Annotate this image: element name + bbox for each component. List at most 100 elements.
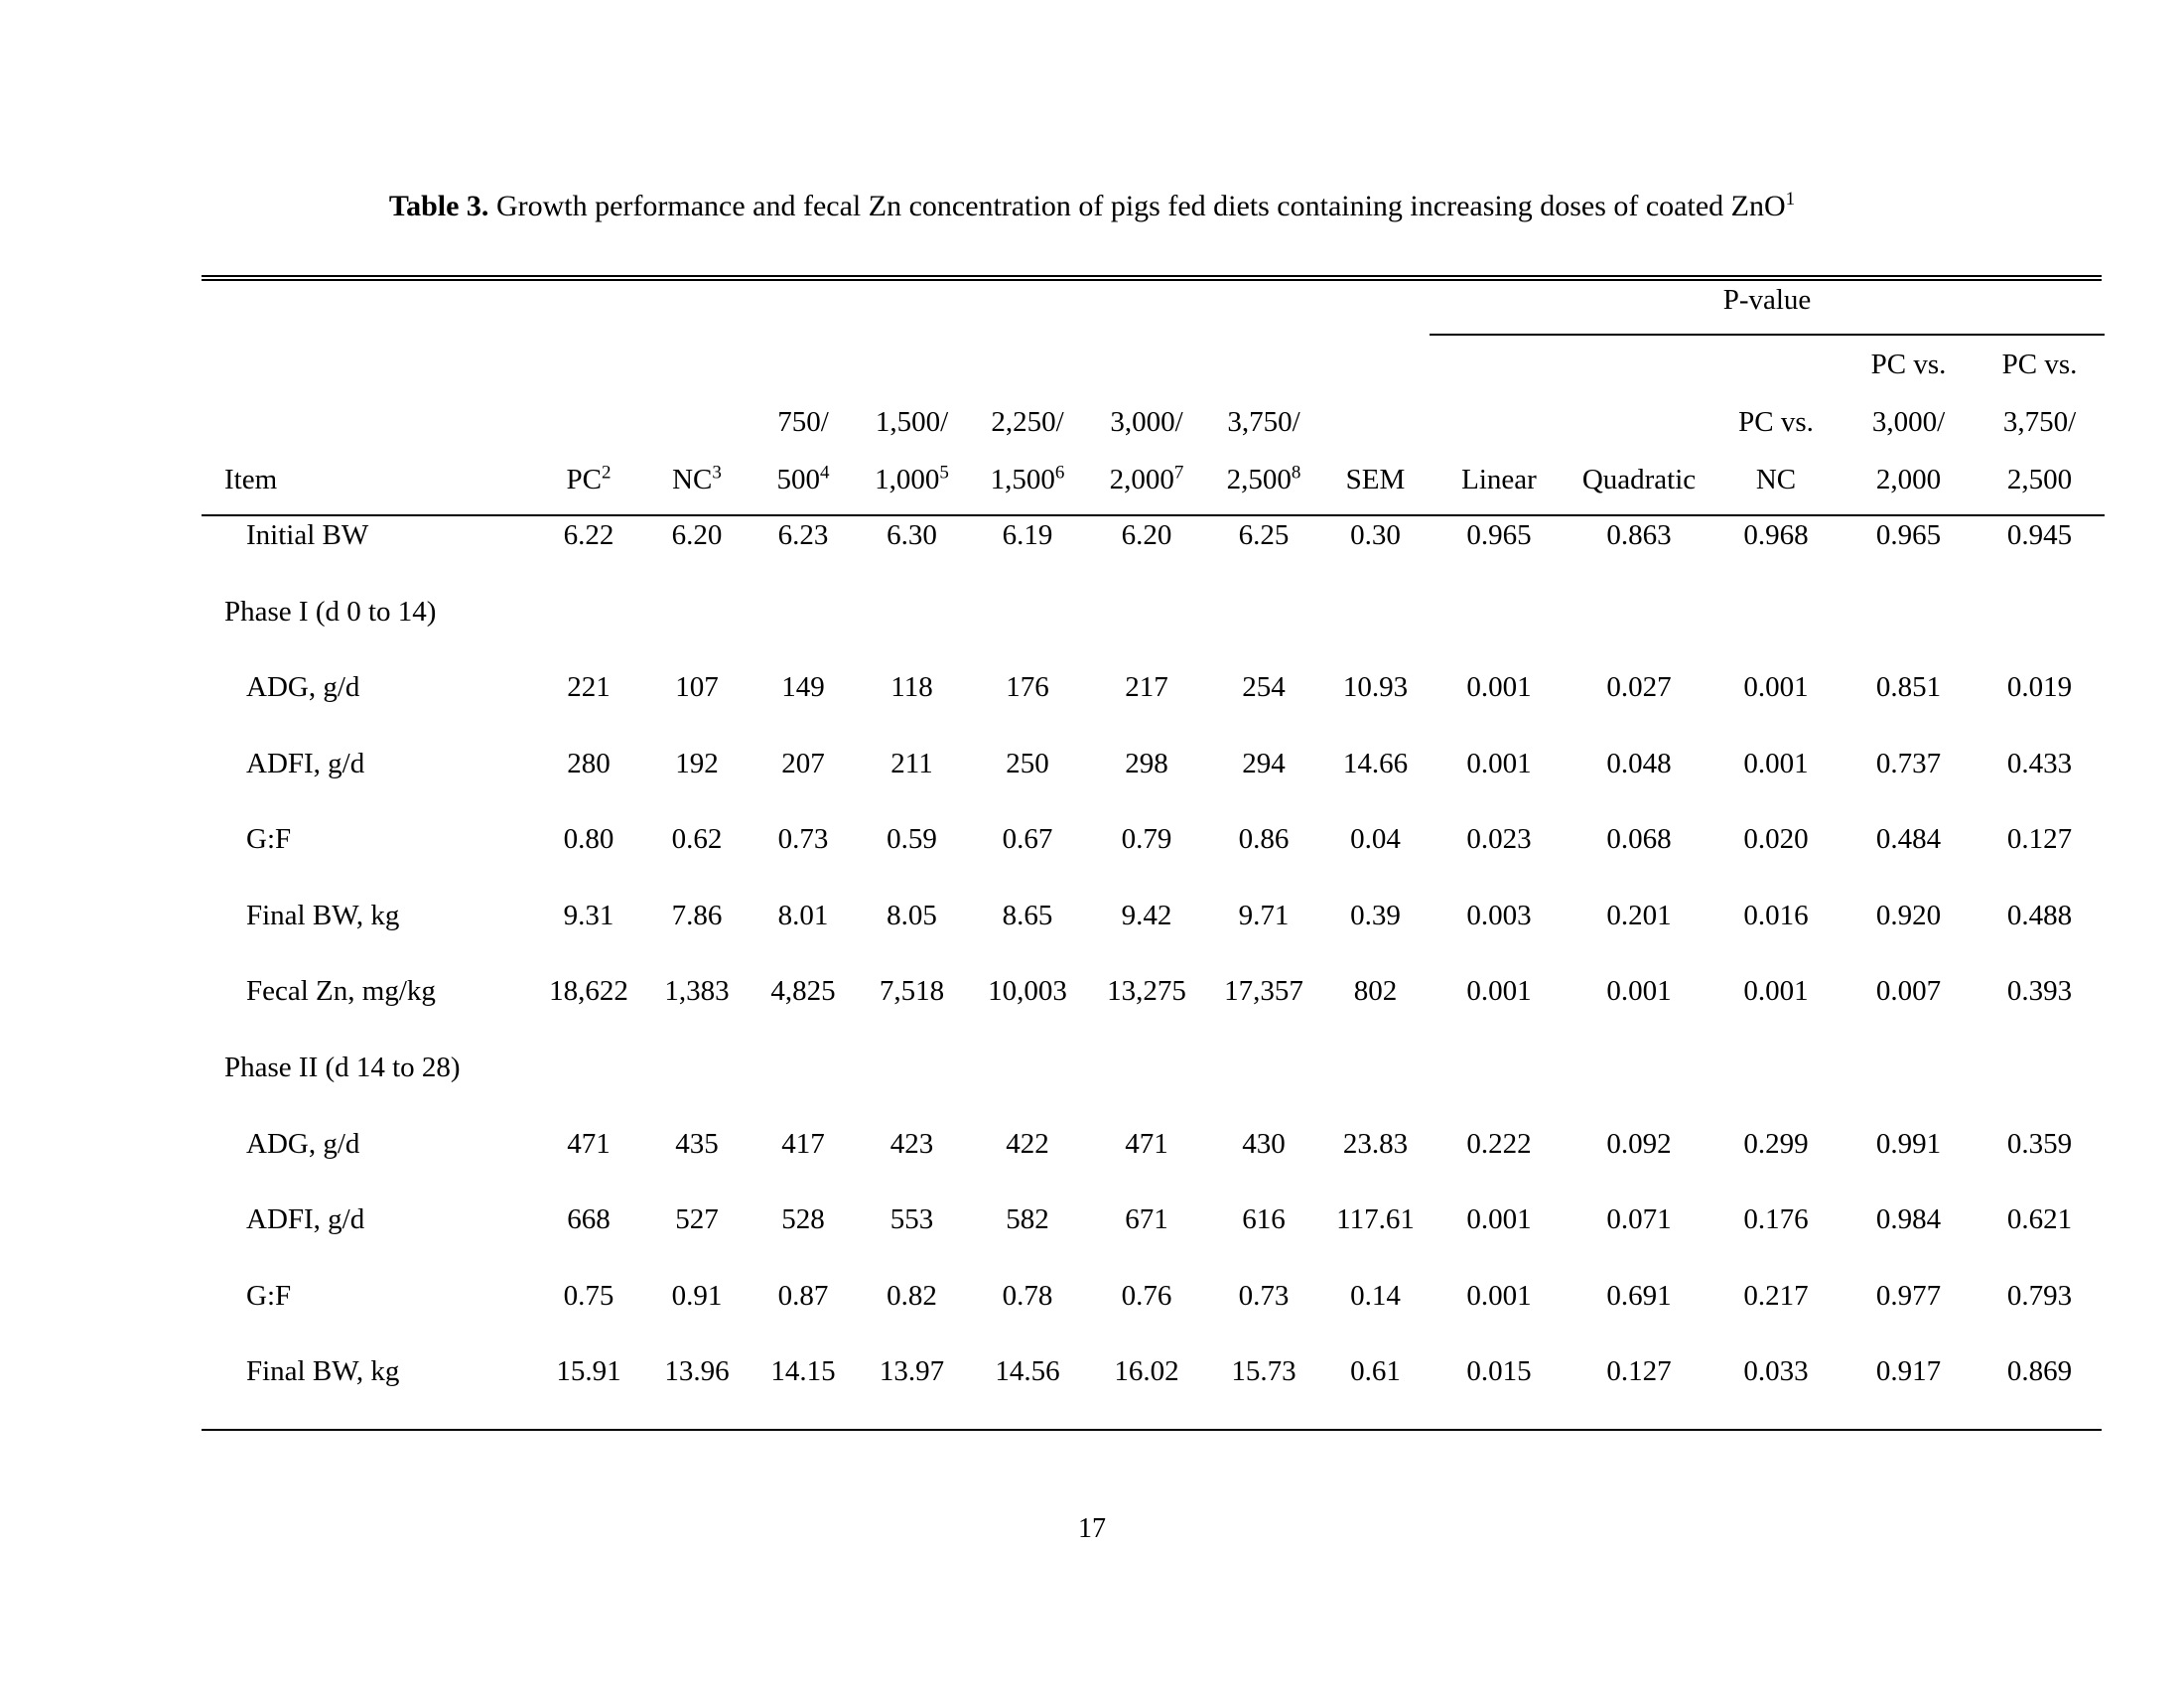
row-label: Final BW, kg xyxy=(246,899,400,931)
value-cell xyxy=(1569,593,1709,669)
col-header-line: 3,000/ xyxy=(1871,406,1946,438)
value-cell: 117.61 xyxy=(1336,1203,1415,1236)
value-cell xyxy=(1709,593,1843,669)
value-cell: 15.91 xyxy=(556,1355,621,1388)
value-cell: 0.75 xyxy=(563,1279,614,1312)
value-cell xyxy=(1206,1049,1321,1125)
value-cell xyxy=(1709,1049,1843,1125)
value-cell: 0.001 xyxy=(1743,671,1809,704)
pvalue-spacer xyxy=(202,281,1430,336)
value-cell: 527 xyxy=(675,1203,719,1236)
value-cell: 0.393 xyxy=(2006,975,2073,1008)
value-cell: 107 xyxy=(675,671,719,704)
value-cell: 250 xyxy=(1006,747,1049,779)
value-cell: 0.14 xyxy=(1350,1279,1401,1312)
value-cell xyxy=(534,593,643,669)
value-cell: 0.67 xyxy=(1002,823,1053,856)
value-cell: 553 xyxy=(889,1203,934,1236)
value-cell: 0.019 xyxy=(2006,671,2073,704)
col-header-pc-vs-nc: PC vs. NC xyxy=(1709,336,1843,516)
data-row: Initial BW 6.22 6.20 6.23 6.30 6.19 6.20 6.25 0.… xyxy=(202,516,2105,593)
value-cell: 211 xyxy=(890,747,933,779)
value-cell: 9.31 xyxy=(563,899,614,931)
value-cell: 0.001 xyxy=(1743,747,1809,779)
value-cell: 0.968 xyxy=(1743,519,1809,551)
value-cell xyxy=(1087,1049,1206,1125)
col-header-pc: PC2 xyxy=(534,336,643,516)
value-cell: 13.97 xyxy=(879,1355,945,1388)
value-cell: 8.65 xyxy=(1002,899,1053,931)
footnote-mark: 5 xyxy=(939,462,949,484)
value-cell: 0.61 xyxy=(1350,1355,1401,1388)
value-cell: 0.73 xyxy=(777,823,829,856)
table-caption-number: Table 3. xyxy=(388,190,489,222)
value-cell: 0.092 xyxy=(1606,1127,1672,1160)
value-cell: 16.02 xyxy=(1114,1355,1179,1388)
data-row: Fecal Zn, mg/kg 18,622 1,383 4,825 7,518 10,0… xyxy=(202,972,2105,1049)
row-label: ADG, g/d xyxy=(246,671,360,704)
value-cell xyxy=(1843,593,1975,669)
value-cell xyxy=(534,1049,643,1125)
table-caption-footnote-mark: 1 xyxy=(1785,189,1796,210)
value-cell: 0.984 xyxy=(1875,1203,1942,1236)
value-cell: 0.068 xyxy=(1606,823,1672,856)
value-cell: 0.79 xyxy=(1121,823,1172,856)
value-cell: 471 xyxy=(567,1127,611,1160)
value-cell: 0.82 xyxy=(887,1279,937,1312)
value-cell: 14.56 xyxy=(995,1355,1060,1388)
footnote-mark: 4 xyxy=(820,462,830,484)
value-cell xyxy=(1975,593,2105,669)
value-cell: 9.42 xyxy=(1121,899,1172,931)
value-cell: 217 xyxy=(1125,671,1168,704)
value-cell: 0.299 xyxy=(1743,1127,1809,1160)
value-cell: 0.222 xyxy=(1466,1127,1532,1160)
footnote-mark: 6 xyxy=(1054,462,1065,484)
value-cell: 0.621 xyxy=(2006,1203,2073,1236)
row-label: Phase II (d 14 to 28) xyxy=(224,1052,461,1084)
value-cell: 0.001 xyxy=(1606,975,1672,1008)
value-cell xyxy=(968,1049,1087,1125)
value-cell: 0.023 xyxy=(1466,823,1532,856)
footnote-mark: 2 xyxy=(601,462,612,484)
pvalue-header-row: P-value xyxy=(202,281,2105,336)
value-cell xyxy=(1087,593,1206,669)
col-header-line: PC vs. xyxy=(2001,349,2078,380)
value-cell: 254 xyxy=(1242,671,1286,704)
value-cell xyxy=(643,593,751,669)
value-cell: 0.127 xyxy=(1606,1355,1672,1388)
value-cell: 0.04 xyxy=(1350,823,1401,856)
col-header-line: 1,5006 xyxy=(990,462,1065,495)
col-header-quadratic: Quadratic xyxy=(1569,336,1709,516)
value-cell: 422 xyxy=(1006,1127,1049,1160)
value-cell: 6.22 xyxy=(563,519,614,551)
col-header-line: 2,0007 xyxy=(1109,462,1184,495)
col-header-line: 2,5008 xyxy=(1226,462,1301,495)
value-cell: 4,825 xyxy=(770,975,836,1008)
value-cell: 0.176 xyxy=(1743,1203,1809,1236)
col-header-line: SEM xyxy=(1345,464,1406,495)
value-cell: 10,003 xyxy=(988,975,1067,1008)
value-cell: 280 xyxy=(567,747,611,779)
row-label: ADFI, g/d xyxy=(246,1203,365,1236)
value-cell: 0.78 xyxy=(1002,1279,1053,1312)
col-header-line: 1,500/ xyxy=(875,406,949,438)
col-header-line: 5004 xyxy=(776,462,830,495)
col-header-linear: Linear xyxy=(1430,336,1569,516)
row-label: G:F xyxy=(246,823,292,856)
data-row: G:F 0.80 0.62 0.73 0.59 0.67 0.79 0.86 0.04 0.023… xyxy=(202,820,2105,897)
value-cell: 14.66 xyxy=(1342,747,1409,779)
row-label: ADFI, g/d xyxy=(246,747,365,779)
value-cell: 0.001 xyxy=(1466,1203,1532,1236)
col-header-line: Item xyxy=(224,464,278,495)
value-cell: 0.488 xyxy=(2006,899,2073,931)
value-cell: 0.91 xyxy=(671,1279,723,1312)
value-cell: 0.020 xyxy=(1743,823,1809,856)
value-cell: 0.001 xyxy=(1466,671,1532,704)
value-cell: 176 xyxy=(1006,671,1049,704)
value-cell: 0.793 xyxy=(2006,1279,2073,1312)
col-header-pc-vs-3750-2500: PC vs. 3,750/2,500 xyxy=(1975,336,2105,516)
value-cell: 298 xyxy=(1125,747,1168,779)
value-cell: 118 xyxy=(890,671,933,704)
section-row: Phase II (d 14 to 28) xyxy=(202,1049,2105,1125)
